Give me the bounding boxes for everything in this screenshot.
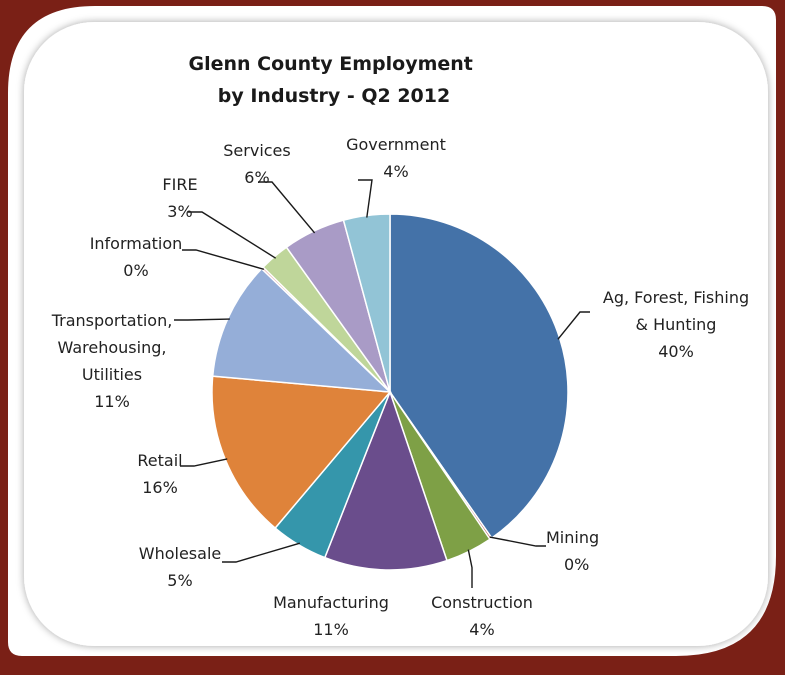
- leader-line-2: [467, 549, 473, 588]
- slice-label-4-line-0: Wholesale: [139, 544, 221, 563]
- slice-label-6-line-0: Transportation,: [51, 311, 173, 330]
- pie-slices: [211, 213, 569, 571]
- slice-label-10-line-1: 4%: [383, 162, 408, 181]
- slice-label-1: Mining 0%: [546, 528, 599, 574]
- leader-line-1: [489, 536, 546, 547]
- slice-label-9-line-0: Services: [223, 141, 290, 160]
- slice-label-7: Information 0%: [90, 234, 183, 280]
- leader-line-6: [174, 318, 230, 321]
- slice-label-2-line-0: Construction: [431, 593, 533, 612]
- slice-label-6-line-2: Utilities: [82, 365, 142, 384]
- slice-label-8: FIRE 3%: [162, 175, 197, 221]
- slice-label-2-line-1: 4%: [469, 620, 494, 639]
- slice-label-0-line-0: Ag, Forest, Fishing: [603, 288, 749, 307]
- leader-line-4: [222, 542, 301, 563]
- slice-label-9: Services 6%: [223, 141, 290, 187]
- pie-slice-0: [389, 213, 569, 540]
- leader-line-0: [557, 311, 590, 340]
- slice-label-7-line-0: Information: [90, 234, 183, 253]
- slice-label-8-line-0: FIRE: [162, 175, 197, 194]
- chart-title-line-2: by Industry - Q2 2012: [218, 85, 450, 107]
- slice-label-5-line-1: 16%: [142, 478, 178, 497]
- leader-line-7: [182, 249, 265, 270]
- leader-lines: [174, 179, 590, 588]
- slice-label-0: Ag, Forest, Fishing & Hunting 40%: [603, 288, 749, 361]
- slice-label-7-line-1: 0%: [123, 261, 148, 280]
- slice-label-10: Government 4%: [346, 135, 446, 181]
- slice-label-4: Wholesale 5%: [139, 544, 221, 590]
- slice-label-0-line-1: & Hunting: [636, 315, 717, 334]
- leader-line-5: [180, 458, 228, 467]
- slice-labels: Ag, Forest, Fishing & Hunting 40% Mining 0% C…: [51, 135, 749, 639]
- slice-label-1-line-1: 0%: [564, 555, 589, 574]
- leader-line-9: [258, 181, 316, 234]
- slice-label-9-line-1: 6%: [244, 168, 269, 187]
- slice-label-1-line-0: Mining: [546, 528, 599, 547]
- slice-label-3-line-1: 11%: [313, 620, 349, 639]
- slice-label-5-line-0: Retail: [137, 451, 182, 470]
- slice-label-4-line-1: 5%: [167, 571, 192, 590]
- chart-title-line-1: Glenn County Employment: [188, 53, 472, 75]
- pie-slice-3: [323, 389, 448, 571]
- slice-label-0-line-2: 40%: [658, 342, 694, 361]
- slice-label-8-line-1: 3%: [167, 202, 192, 221]
- slice-label-2: Construction 4%: [431, 593, 533, 639]
- chart-title: Glenn County Employment by Industry - Q2…: [188, 53, 479, 107]
- slice-label-6: Transportation, Warehousing, Utilities 11%: [51, 311, 173, 411]
- leader-line-8: [188, 211, 277, 259]
- leader-line-10: [358, 179, 373, 218]
- slice-label-6-line-3: 11%: [94, 392, 130, 411]
- slice-label-10-line-0: Government: [346, 135, 446, 154]
- slice-label-5: Retail 16%: [137, 451, 182, 497]
- slice-label-3-line-0: Manufacturing: [273, 593, 389, 612]
- pie-slice-6: [211, 267, 393, 393]
- slice-label-3: Manufacturing 11%: [273, 593, 389, 639]
- slice-label-6-line-1: Warehousing,: [58, 338, 167, 357]
